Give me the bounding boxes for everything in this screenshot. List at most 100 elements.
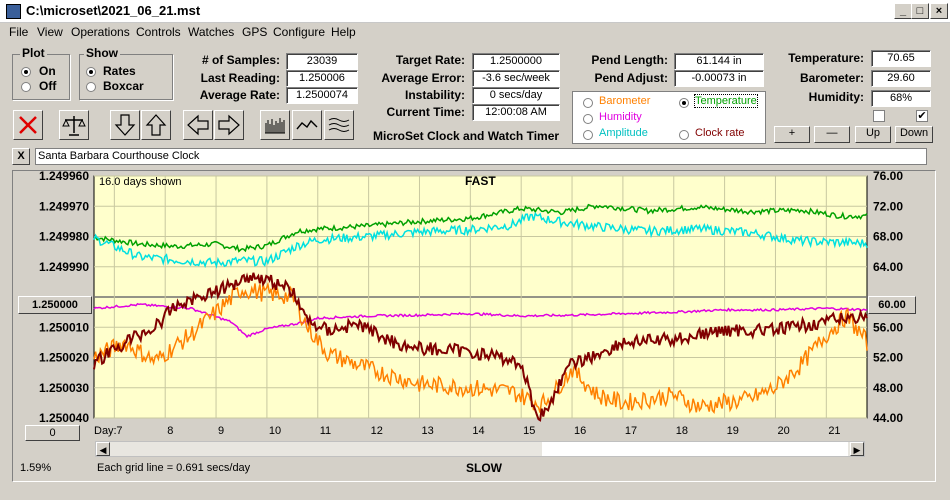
menu-gps[interactable]: GPS	[242, 25, 268, 39]
y-axis-left: 1.249960 1.249970 1.249980 1.249990 1.250010…	[39, 171, 89, 425]
plus-button[interactable]: +	[774, 126, 810, 143]
x-tick-label: 18	[676, 425, 688, 437]
current-time-field: 12:00:08 AM	[472, 104, 560, 121]
arrow-up-button[interactable]	[141, 110, 171, 140]
y-right-tick-label: 64.00	[873, 260, 903, 274]
aux-amplitude-radio[interactable]	[583, 130, 593, 140]
aux-humidity-label: Humidity	[599, 111, 642, 123]
arrow-right-button[interactable]	[214, 110, 244, 140]
instability-label: Instability:	[404, 88, 465, 102]
arrow-down-icon	[114, 114, 136, 136]
menu-operations[interactable]: Operations	[71, 25, 130, 39]
aux-amplitude-label: Amplitude	[599, 127, 648, 139]
pend-adjust-field: -0.00073 in	[674, 70, 764, 87]
x-tick-label: 16	[574, 425, 586, 437]
x-tick-label: 17	[625, 425, 637, 437]
x-tick-label: 13	[421, 425, 433, 437]
y-right-tick-label: 44.00	[873, 411, 903, 425]
y-right-tick-label: 52.00	[873, 351, 903, 365]
aux-humidity-radio[interactable]	[583, 114, 593, 124]
bars-view-button[interactable]	[260, 110, 290, 140]
amplitude-series-line	[93, 211, 868, 269]
y-left-tick-label: 1.250010	[39, 320, 89, 334]
scroll-left-arrow[interactable]: ◀	[96, 442, 110, 456]
humidity-field: 68%	[871, 90, 931, 107]
aux-temperature-radio[interactable]	[679, 98, 689, 108]
checkbox-1[interactable]	[873, 110, 885, 122]
pend-adjust-label: Pend Adjust:	[594, 71, 668, 85]
menu-watches[interactable]: Watches	[188, 25, 235, 39]
center-aux-button[interactable]: 60.00	[868, 296, 916, 314]
aux-barometer-radio[interactable]	[583, 98, 593, 108]
clock-name-input[interactable]: Santa Barbara Courthouse Clock	[35, 148, 927, 165]
scroll-right-arrow[interactable]: ▶	[850, 442, 864, 456]
minus-button[interactable]: —	[814, 126, 850, 143]
close-window-button[interactable]: ×	[930, 3, 948, 19]
y-right-tick-label: 68.00	[873, 230, 903, 244]
plot-off-radio[interactable]	[21, 82, 31, 92]
last-reading-field: 1.250006	[286, 70, 358, 87]
app-icon	[6, 4, 21, 19]
show-boxcar-radio[interactable]	[86, 82, 96, 92]
target-rate-field: 1.2500000	[472, 53, 560, 70]
menu-configure[interactable]: Configure	[273, 25, 326, 39]
x-tick-label: 21	[828, 425, 840, 437]
chart-frame	[12, 170, 936, 482]
target-rate-label: Target Rate:	[395, 53, 465, 67]
x-tick-label: 11	[320, 425, 331, 437]
average-rate-label: Average Rate:	[199, 88, 280, 102]
menu-help[interactable]: Help	[331, 25, 356, 39]
multi-wave-button[interactable]	[324, 110, 354, 140]
maximize-button[interactable]: □	[911, 3, 929, 19]
rate-chart: 1.249960 1.249970 1.249980 1.249990 1.250010…	[39, 171, 903, 437]
slow-label: SLOW	[466, 461, 502, 475]
x-tick-label: 8	[167, 425, 173, 437]
show-rates-label: Rates	[103, 64, 136, 78]
aux-barometer-label: Barometer	[599, 95, 651, 107]
balance-button[interactable]	[59, 110, 89, 140]
y-left-tick-label: 1.250040	[39, 411, 89, 425]
x-tick-label: 7	[116, 425, 122, 437]
percent-label: 1.59%	[20, 462, 52, 474]
clockrate-series-line	[93, 272, 868, 422]
menu-file[interactable]: File	[9, 25, 29, 39]
days-shown-label: 16.0 days shown	[99, 176, 182, 188]
current-time-label: Current Time:	[386, 105, 465, 119]
up-button[interactable]: Up	[855, 126, 891, 143]
x-axis: Day: 7 8 9 10 11 12 13 14 15 16 17 18 19 20 21	[94, 425, 841, 437]
arrow-down-button[interactable]	[110, 110, 140, 140]
y-left-tick-label: 1.250030	[39, 381, 89, 395]
down-button[interactable]: Down	[895, 126, 933, 143]
menu-bar: File View Operations Controls Watches GP…	[0, 22, 950, 42]
x-tick-label: 9	[218, 425, 224, 437]
aux-clockrate-radio[interactable]	[679, 130, 689, 140]
menu-view[interactable]: View	[37, 25, 63, 39]
scroll-thumb[interactable]	[542, 442, 848, 456]
wave-view-button[interactable]	[292, 110, 322, 140]
clear-clock-button[interactable]: X	[12, 148, 30, 165]
plot-on-radio[interactable]	[21, 67, 31, 77]
y-right-tick-label: 76.00	[873, 171, 903, 183]
red-x-icon	[19, 116, 37, 134]
checkbox-2[interactable]: ✔	[916, 110, 928, 122]
show-group-label: Show	[84, 46, 120, 60]
barometer-label: Barometer:	[799, 71, 864, 85]
menu-controls[interactable]: Controls	[136, 25, 181, 39]
zero-button[interactable]: 0	[25, 425, 80, 441]
pend-length-field: 61.144 in	[674, 53, 764, 70]
x-tick-label: 19	[727, 425, 739, 437]
arrow-left-button[interactable]	[183, 110, 213, 140]
samples-field: 23039	[286, 53, 358, 70]
show-group	[79, 54, 173, 100]
temperature-label: Temperature:	[788, 51, 864, 65]
grid-scale-label: Each grid line = 0.691 secs/day	[97, 462, 251, 474]
show-rates-radio[interactable]	[86, 67, 96, 77]
arrow-up-icon	[145, 114, 167, 136]
minimize-button[interactable]: _	[894, 3, 912, 19]
stop-x-button[interactable]	[13, 110, 43, 140]
multi-wave-icon	[328, 118, 350, 132]
horizontal-scrollbar[interactable]: ◀ ▶	[95, 441, 865, 457]
center-rate-button[interactable]: 1.250000	[18, 296, 92, 314]
average-rate-field: 1.2500074	[286, 87, 358, 104]
barometer-field: 29.60	[871, 70, 931, 87]
